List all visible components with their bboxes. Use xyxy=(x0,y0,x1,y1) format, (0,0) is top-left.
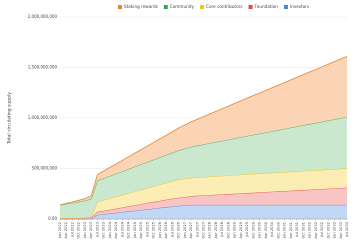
x-tick-label: Oct 2029 xyxy=(251,221,255,238)
x-tick-label: Jul 2024 xyxy=(120,221,124,237)
legend-label: Foundation xyxy=(255,4,279,9)
legend-label: Core contributors xyxy=(206,4,243,9)
x-tick-label: Jul 2027 xyxy=(195,222,199,238)
x-tick-label: Jul 2029 xyxy=(245,221,249,237)
x-tick-label: Apr 2031 xyxy=(289,222,293,239)
x-tick-label: Oct 2022 xyxy=(77,222,81,239)
x-tick-label: Jul 2026 xyxy=(170,221,174,237)
x-tick-label: Oct 2025 xyxy=(152,222,156,239)
x-tick-label: Oct 2031 xyxy=(301,222,305,239)
legend-swatch xyxy=(118,5,122,9)
x-tick-label: Oct 2024 xyxy=(127,221,131,238)
x-tick-label: Jan 2027 xyxy=(183,222,187,239)
area xyxy=(60,116,347,218)
legend-swatch xyxy=(163,5,168,9)
legend-swatch xyxy=(200,5,205,9)
x-tick-label: Apr 2028 xyxy=(214,221,218,238)
y-tick-label: 2,000,000,000 xyxy=(28,14,58,19)
x-tick-label: Jan 2033 xyxy=(333,222,337,239)
x-tick-label: Jan 2026 xyxy=(158,221,162,239)
x-tick-label: Apr 2030 xyxy=(264,221,268,238)
y-tick-label: 1,000,000,000 xyxy=(28,115,58,120)
legend-swatch xyxy=(283,5,288,9)
y-axis-label: Total circulating supply xyxy=(7,92,13,145)
y-tick-label: 500,000,000 xyxy=(32,166,58,171)
x-tick-label: Jul 2031 xyxy=(295,222,299,238)
x-tick-label: Apr 2033 xyxy=(339,222,343,239)
y-tick-label: 1,500,000,000 xyxy=(28,65,58,70)
x-tick-label: Oct 2027 xyxy=(202,222,206,239)
x-tick-label: Jul 2032 xyxy=(320,222,324,238)
legend-label: Community xyxy=(170,4,195,9)
legend-label: Staking rewards xyxy=(124,4,158,9)
x-tick-label: Jan 2029 xyxy=(233,221,237,239)
x-tick-label: Oct 2026 xyxy=(177,221,181,238)
x-tick-label: Jul 2033 xyxy=(345,222,349,238)
x-tick-label: Oct 2028 xyxy=(226,221,230,238)
x-tick-label: Jan 2032 xyxy=(308,222,312,239)
x-tick-label: Apr 2024 xyxy=(114,221,118,238)
x-tick-label: Apr 2023 xyxy=(89,222,93,239)
area xyxy=(60,187,347,219)
area xyxy=(60,56,347,205)
x-tick-label: Jul 2022 xyxy=(70,222,74,238)
x-tick-label: Jan 2028 xyxy=(208,221,212,239)
legend-label: Investors xyxy=(290,4,309,9)
x-tick-label: Jul 2030 xyxy=(270,221,274,237)
x-tick-label: Apr 2032 xyxy=(314,222,318,239)
x-tick-label: Apr 2029 xyxy=(239,221,243,238)
x-tick-label: Oct 2023 xyxy=(102,222,106,239)
x-tick-label: Oct 2030 xyxy=(276,221,280,238)
x-tick-label: Jul 2025 xyxy=(145,222,149,238)
x-tick-label: Jul 2023 xyxy=(95,222,99,238)
x-tick-label: Apr 2022 xyxy=(64,222,68,239)
x-tick-label: Oct 2032 xyxy=(326,222,330,239)
area xyxy=(60,168,347,218)
y-tick-label: 0.00 xyxy=(48,216,57,221)
x-tick-label: Apr 2025 xyxy=(139,222,143,239)
x-tick-label: Jul 2028 xyxy=(220,221,224,237)
area-line xyxy=(59,56,348,206)
x-tick-label: Jan 2024 xyxy=(108,221,112,239)
x-tick-label: Jan 2025 xyxy=(133,222,137,239)
x-tick-label: Apr 2026 xyxy=(164,221,168,238)
area xyxy=(60,204,347,219)
x-tick-label: Jan 2031 xyxy=(283,222,287,239)
x-tick-label: Jan 2023 xyxy=(83,222,87,239)
x-tick-label: Jan 2022 xyxy=(58,222,62,239)
legend-swatch xyxy=(248,5,253,9)
x-tick-label: Apr 2027 xyxy=(189,222,193,239)
x-tick-label: Jan 2030 xyxy=(258,221,262,239)
